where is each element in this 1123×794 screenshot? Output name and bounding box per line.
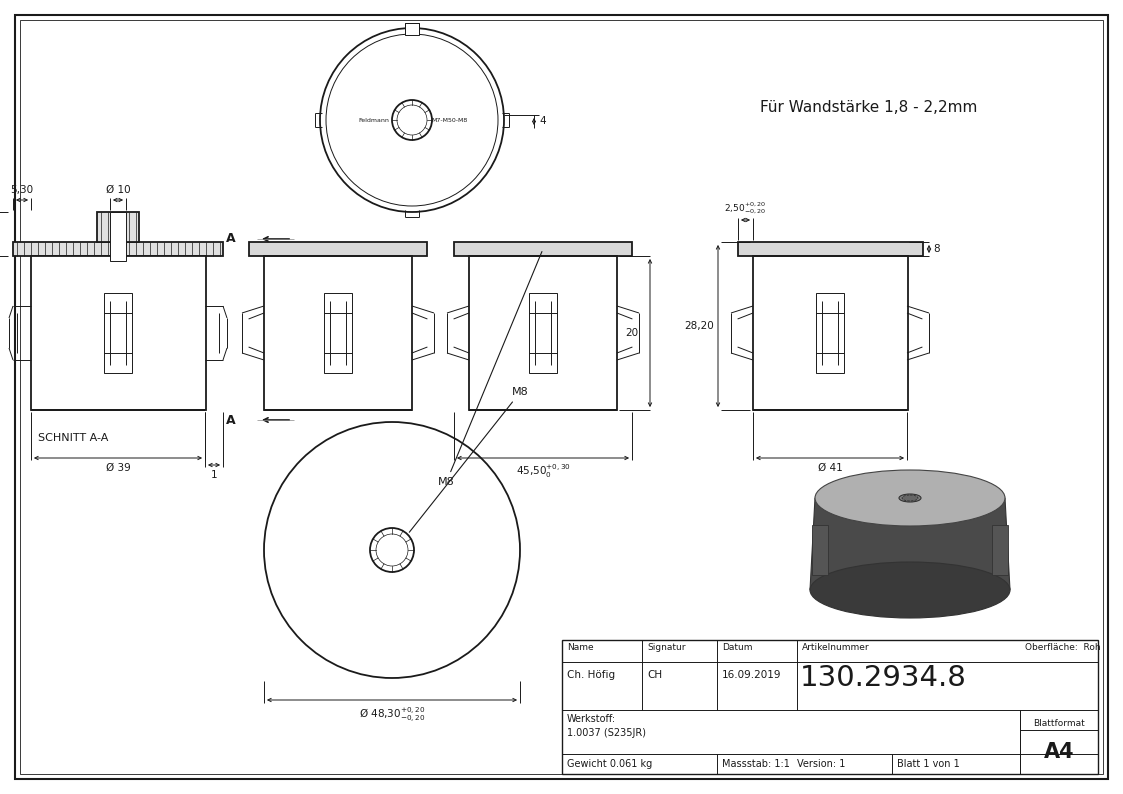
Text: 1.0037 (S235JR): 1.0037 (S235JR) — [567, 728, 646, 738]
Text: Werkstoff:: Werkstoff: — [567, 714, 617, 724]
Ellipse shape — [902, 495, 917, 501]
Bar — [754, 256, 909, 410]
Text: Version: 1: Version: 1 — [797, 759, 846, 769]
Text: Ø 10: Ø 10 — [106, 185, 130, 195]
Polygon shape — [810, 498, 1010, 590]
Bar — [104, 293, 133, 373]
Text: 4: 4 — [539, 117, 546, 126]
Text: 8: 8 — [933, 244, 940, 254]
Text: A: A — [227, 414, 236, 426]
Polygon shape — [812, 525, 828, 575]
Bar — [529, 293, 557, 373]
Bar — [816, 293, 844, 373]
Text: CH: CH — [647, 670, 663, 680]
Bar — [110, 212, 126, 261]
Bar — [31, 256, 206, 410]
Text: 130.2934.8: 130.2934.8 — [800, 664, 967, 692]
Text: A: A — [227, 233, 236, 245]
Ellipse shape — [810, 562, 1010, 618]
Text: 16.09.2019: 16.09.2019 — [722, 670, 782, 680]
Text: Datum: Datum — [722, 643, 752, 652]
Text: Gewicht 0.061 kg: Gewicht 0.061 kg — [567, 759, 652, 769]
Text: 2,50$^{+0,20}_{-0,20}$: 2,50$^{+0,20}_{-0,20}$ — [724, 201, 767, 216]
Text: Blatt 1 von 1: Blatt 1 von 1 — [897, 759, 960, 769]
Text: Name: Name — [567, 643, 594, 652]
Text: Signatur: Signatur — [647, 643, 685, 652]
Text: Für Wandstärke 1,8 - 2,2mm: Für Wandstärke 1,8 - 2,2mm — [760, 101, 977, 115]
Bar — [325, 293, 351, 373]
Bar — [469, 256, 617, 410]
Text: Massstab: 1:1: Massstab: 1:1 — [722, 759, 789, 769]
Text: 20: 20 — [624, 328, 638, 338]
Text: Blattformat: Blattformat — [1033, 719, 1085, 728]
Ellipse shape — [815, 470, 1005, 526]
Text: 1: 1 — [211, 470, 218, 480]
Bar — [249, 242, 427, 256]
Bar — [562, 640, 1098, 774]
Bar — [97, 212, 139, 242]
Ellipse shape — [900, 494, 921, 502]
Bar — [405, 23, 419, 35]
Text: 28,20: 28,20 — [684, 321, 714, 331]
Text: Ch. Höfig: Ch. Höfig — [567, 670, 615, 680]
Bar — [454, 242, 632, 256]
Text: 45,50$^{+0,30}_{0}$: 45,50$^{+0,30}_{0}$ — [515, 463, 570, 480]
Text: 5,30: 5,30 — [10, 185, 34, 195]
Text: Feldmann: Feldmann — [358, 118, 390, 122]
Text: M8: M8 — [438, 252, 542, 487]
Text: A4: A4 — [1043, 742, 1075, 762]
Bar — [264, 256, 412, 410]
Text: Ø 41: Ø 41 — [818, 463, 842, 473]
Text: M8: M8 — [409, 387, 529, 532]
Bar — [13, 242, 223, 256]
Bar — [738, 242, 923, 256]
Text: M7-M50-M8: M7-M50-M8 — [432, 118, 468, 122]
Text: Ø 48,30$^{+0,20}_{-0,20}$: Ø 48,30$^{+0,20}_{-0,20}$ — [358, 705, 426, 723]
Text: SCHNITT A-A: SCHNITT A-A — [38, 433, 109, 443]
Polygon shape — [992, 525, 1008, 575]
Text: Oberfläche:  Roh: Oberfläche: Roh — [1025, 643, 1101, 652]
Text: Artikelnummer: Artikelnummer — [802, 643, 869, 652]
Text: Ø 39: Ø 39 — [106, 463, 130, 473]
